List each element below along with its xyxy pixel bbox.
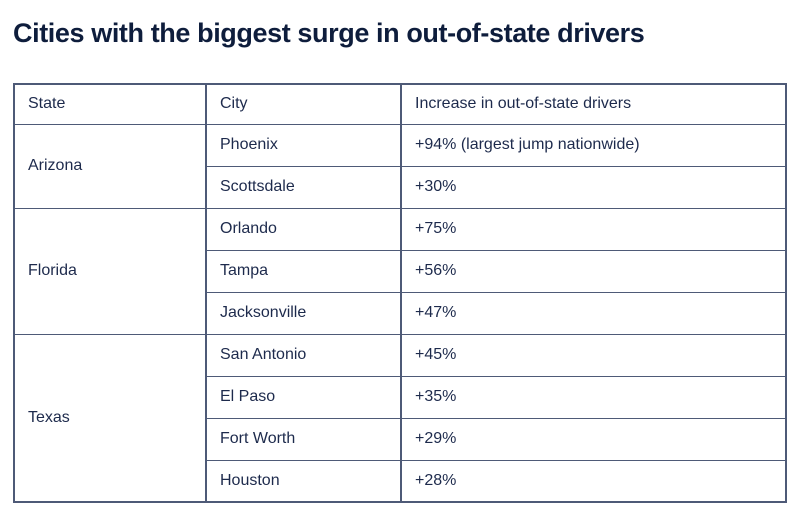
table-row: Arizona Phoenix +94% (largest jump natio…	[13, 123, 787, 209]
table-row: Florida Orlando +75%	[13, 207, 787, 335]
column-header-state: State	[13, 83, 207, 125]
city-cell: Fort Worth	[205, 417, 402, 461]
increase-cell: +29%	[400, 417, 787, 461]
increase-cell: +56%	[400, 249, 787, 293]
table-row: Scottsdale +30%	[14, 165, 787, 209]
city-cell: Tampa	[205, 249, 402, 293]
page-title: Cities with the biggest surge in out-of-…	[13, 18, 645, 48]
city-cell: Phoenix	[205, 123, 402, 167]
increase-cell: +30%	[400, 165, 787, 209]
column-header-city: City	[205, 83, 402, 125]
city-cell: El Paso	[205, 375, 402, 419]
state-cell: Florida	[13, 207, 207, 335]
table-row: Tampa +56%	[14, 249, 787, 293]
increase-cell: +75%	[400, 207, 787, 251]
page: Cities with the biggest surge in out-of-…	[13, 18, 787, 503]
increase-cell: +45%	[400, 333, 787, 377]
city-cell: Orlando	[205, 207, 402, 251]
column-header-increase: Increase in out-of-state drivers	[400, 83, 787, 125]
city-cell: Houston	[205, 459, 402, 503]
table-row: Fort Worth +29%	[14, 417, 787, 461]
city-cell: Jacksonville	[205, 291, 402, 335]
table-row: Texas San Antonio +45%	[13, 333, 787, 503]
increase-cell: +28%	[400, 459, 787, 503]
state-cell: Texas	[13, 333, 207, 503]
out-of-state-drivers-table: State City Increase in out-of-state driv…	[13, 83, 787, 503]
table-header-row: State City Increase in out-of-state driv…	[13, 83, 787, 125]
table-row: El Paso +35%	[14, 375, 787, 419]
state-cell: Arizona	[13, 123, 207, 209]
table-row: Houston +28%	[14, 459, 787, 503]
increase-cell: +94% (largest jump nationwide)	[400, 123, 787, 167]
increase-cell: +35%	[400, 375, 787, 419]
table-row: Jacksonville +47%	[14, 291, 787, 335]
city-cell: San Antonio	[205, 333, 402, 377]
increase-cell: +47%	[400, 291, 787, 335]
city-cell: Scottsdale	[205, 165, 402, 209]
